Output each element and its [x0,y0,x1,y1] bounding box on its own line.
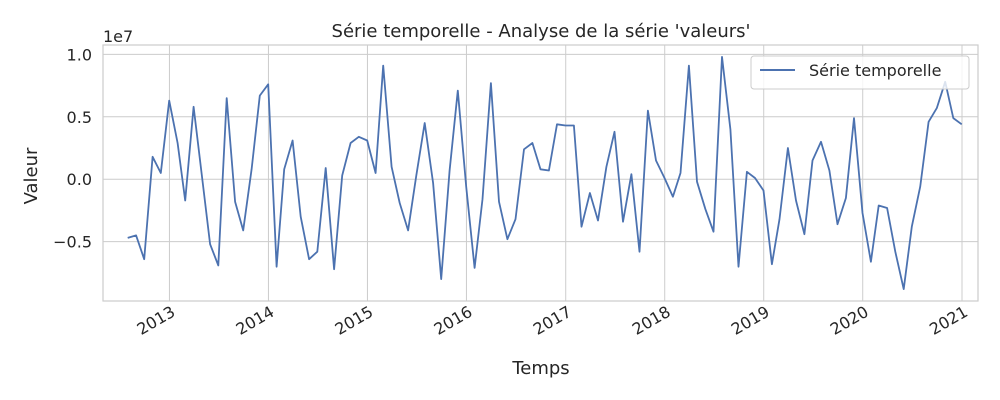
x-tick-label: 2020 [827,302,872,339]
x-tick-label: 2018 [629,302,674,339]
x-tick-label: 2013 [134,302,179,339]
legend: Série temporelle [750,55,970,90]
x-axis-ticks: 2013 2014 2015 2016 2017 2018 2019 2020 2021 [134,302,971,339]
x-tick-label: 2014 [233,302,278,339]
y-tick-label: 0.0 [67,170,92,189]
y-axis-offset-label: 1e7 [103,27,133,46]
y-axis-label: Valeur [21,147,42,204]
y-tick-label: 1.0 [67,45,92,64]
series-layer [127,56,963,290]
legend-box [750,55,970,90]
x-tick-label: 2015 [332,302,377,339]
x-tick-label: 2017 [530,302,575,339]
x-tick-label: 2019 [728,302,773,339]
legend-label: Série temporelle [809,61,941,80]
plot-area-frame [102,44,979,302]
y-tick-label: 0.5 [67,108,92,127]
x-tick-label: 2021 [926,302,971,339]
x-axis-label: Temps [511,358,569,379]
y-tick-label: −0.5 [53,233,92,252]
chart-title: Série temporelle - Analyse de la série '… [332,21,751,42]
series-line [127,56,963,290]
y-axis-ticks: −0.5 0.0 0.5 1.0 [53,45,92,251]
x-tick-label: 2016 [431,302,476,339]
grid-lines [103,45,978,301]
